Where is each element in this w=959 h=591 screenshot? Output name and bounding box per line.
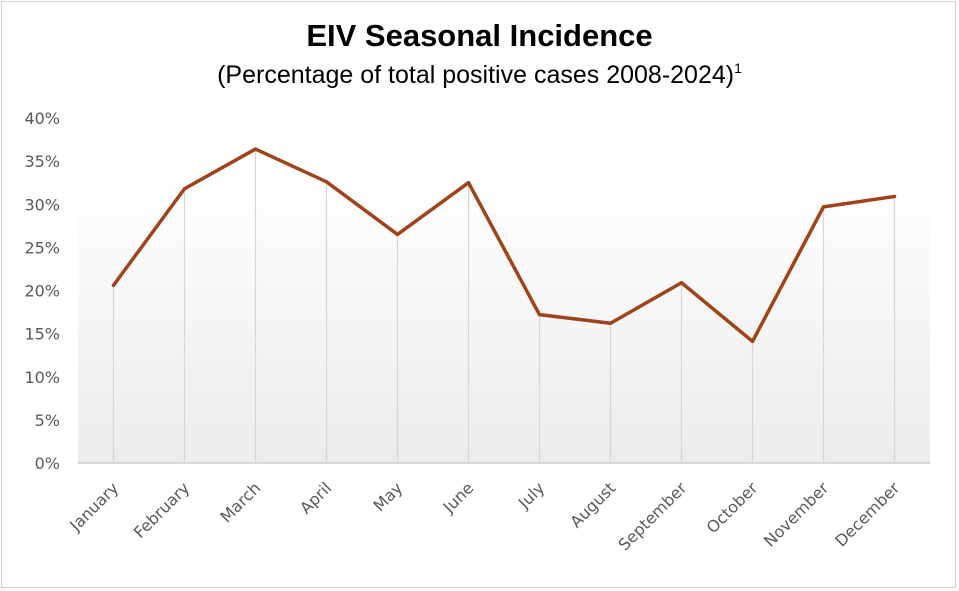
data-point-april — [324, 180, 329, 184]
x-tick-label: July — [514, 478, 548, 512]
data-point-december — [892, 194, 897, 199]
y-tick-label: 30% — [24, 195, 60, 214]
y-tick-label: 40% — [24, 109, 60, 128]
x-tick-label: February — [130, 478, 194, 542]
data-point-june — [466, 181, 471, 185]
x-tick-label: March — [216, 478, 264, 526]
data-point-january — [111, 283, 116, 287]
series-line — [111, 147, 897, 344]
y-tick-label: 5% — [35, 411, 60, 430]
x-tick-label: May — [370, 478, 407, 515]
x-tick-label: January — [65, 478, 122, 535]
y-tick-label: 20% — [24, 282, 60, 301]
data-point-may — [395, 232, 400, 237]
data-point-february — [182, 187, 187, 191]
chart-subtitle: (Percentage of total positive cases 2008… — [0, 60, 959, 90]
data-point-august — [608, 321, 613, 325]
data-point-september — [679, 281, 684, 285]
y-tick-label: 35% — [24, 152, 60, 171]
x-tick-label: November — [760, 478, 833, 551]
x-tick-label: August — [566, 478, 619, 531]
y-tick-label: 15% — [24, 325, 60, 344]
y-tick-label: 25% — [24, 238, 60, 257]
data-point-november — [821, 205, 826, 209]
chart-title: EIV Seasonal Incidence — [306, 18, 653, 53]
x-tick-label: October — [703, 478, 762, 537]
x-tick-label: December — [831, 478, 903, 550]
x-tick-label: June — [439, 478, 478, 517]
x-tick-label: September — [614, 478, 690, 554]
chart-subtitle-text: (Percentage of total positive cases 2008… — [217, 61, 735, 89]
data-point-october — [750, 339, 755, 343]
data-point-july — [537, 313, 542, 317]
y-tick-label: 10% — [24, 368, 60, 387]
x-tick-label: April — [296, 478, 335, 517]
plot-area — [78, 178, 930, 463]
y-tick-label: 0% — [35, 454, 60, 473]
data-point-march — [253, 147, 258, 151]
chart-subtitle-footnote: 1 — [734, 60, 742, 76]
